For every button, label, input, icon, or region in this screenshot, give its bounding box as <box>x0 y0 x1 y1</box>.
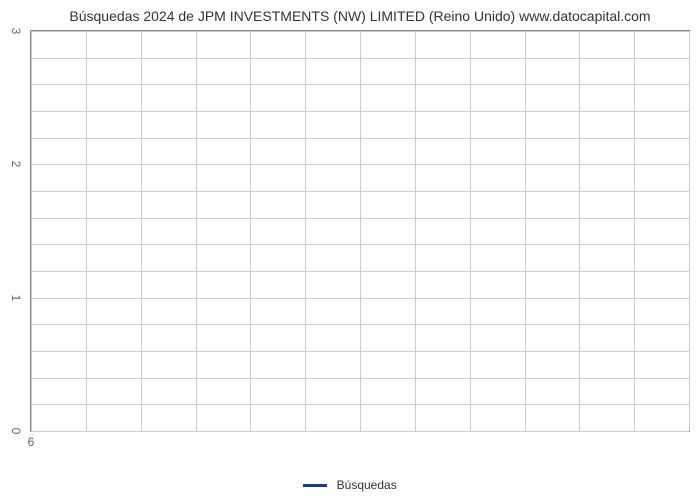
grid-line-horizontal <box>31 431 689 432</box>
grid-line-vertical <box>196 31 197 431</box>
y-tick-label: 1 <box>9 294 23 301</box>
grid-line-vertical <box>415 31 416 431</box>
y-tick-label: 2 <box>9 161 23 168</box>
grid-line-vertical <box>634 31 635 431</box>
grid-line-vertical <box>689 31 690 431</box>
legend: Búsquedas <box>0 477 700 492</box>
grid-line-vertical <box>525 31 526 431</box>
chart-container: Búsquedas 2024 de JPM INVESTMENTS (NW) L… <box>30 8 690 450</box>
grid-line-vertical <box>31 31 32 431</box>
grid-line-vertical <box>579 31 580 431</box>
grid-line-vertical <box>141 31 142 431</box>
grid-line-vertical <box>250 31 251 431</box>
grid-line-vertical <box>360 31 361 431</box>
legend-swatch <box>303 484 327 487</box>
y-tick-label: 3 <box>9 28 23 35</box>
grid-line-vertical <box>470 31 471 431</box>
y-tick-label: 0 <box>9 428 23 435</box>
legend-label: Búsquedas <box>337 478 397 492</box>
x-tick-label: 6 <box>28 435 35 449</box>
chart-title: Búsquedas 2024 de JPM INVESTMENTS (NW) L… <box>30 8 690 24</box>
grid-line-vertical <box>86 31 87 431</box>
grid-line-vertical <box>305 31 306 431</box>
plot-area: 01236 <box>30 30 690 432</box>
